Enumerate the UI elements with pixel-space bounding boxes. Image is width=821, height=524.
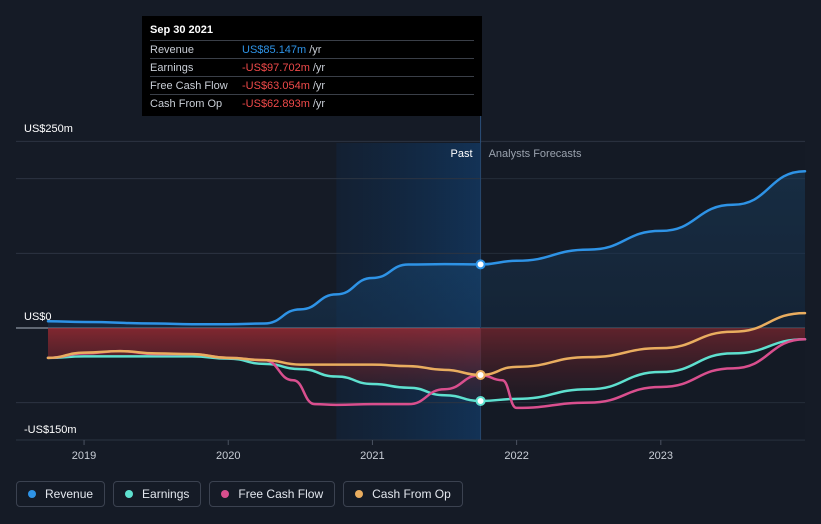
x-tick-label: 2020 (216, 450, 240, 462)
legend-label: Free Cash Flow (238, 487, 324, 501)
legend-item-earnings[interactable]: Earnings (113, 481, 202, 507)
tooltip-unit: /yr (312, 97, 326, 110)
x-tick-label: 2021 (360, 450, 384, 462)
past-label: Past (451, 148, 473, 160)
tooltip-unit: /yr (312, 61, 326, 74)
tooltip-value: -US$97.702m (242, 61, 310, 74)
marker-revenue (475, 259, 486, 270)
tooltip-label: Revenue (150, 43, 195, 56)
legend: Revenue Earnings Free Cash Flow Cash Fro… (16, 481, 463, 507)
y-axis-label: US$250m (24, 123, 73, 135)
series-line-earnings (46, 337, 807, 403)
tooltip-unit: /yr (312, 79, 326, 92)
marker-cash-from-op (475, 369, 486, 380)
tooltip-unit: /yr (309, 43, 322, 56)
tooltip-row-revenue: Revenue US$85.147m /yr (150, 40, 474, 58)
tooltip: Sep 30 2021 Revenue US$85.147m /yr Earni… (142, 16, 482, 116)
marker-earnings (475, 395, 486, 406)
legend-dot-icon (125, 490, 134, 498)
forecast-label: Analysts Forecasts (489, 148, 582, 160)
legend-item-free-cash-flow[interactable]: Free Cash Flow (209, 481, 336, 507)
legend-item-revenue[interactable]: Revenue (16, 481, 106, 507)
tooltip-label: Cash From Op (150, 97, 223, 110)
x-tick-label: 2019 (72, 450, 96, 462)
legend-dot-icon (221, 490, 230, 498)
tooltip-label: Free Cash Flow (150, 79, 228, 92)
tooltip-row-earnings: Earnings -US$97.702m /yr (150, 58, 474, 76)
revenue-area (48, 171, 805, 328)
series-line-revenue (46, 169, 807, 326)
legend-label: Earnings (142, 487, 190, 501)
x-tick-label: 2022 (504, 450, 528, 462)
tooltip-value: US$85.147m (242, 43, 307, 56)
tooltip-label: Earnings (150, 61, 194, 74)
y-axis-label: -US$150m (24, 424, 77, 436)
series-line-cash-from-op (46, 311, 807, 377)
tooltip-row-cash-from-op: Cash From Op -US$62.893m /yr (150, 94, 474, 112)
legend-item-cash-from-op[interactable]: Cash From Op (343, 481, 463, 507)
legend-dot-icon (355, 490, 364, 498)
forecast-dim-overlay (480, 143, 805, 440)
legend-dot-icon (28, 490, 36, 498)
tooltip-date: Sep 30 2021 (150, 24, 213, 36)
tooltip-value: -US$63.054m (242, 79, 310, 92)
y-axis-label: US$0 (24, 311, 52, 323)
legend-label: Revenue (45, 487, 94, 501)
tooltip-value: -US$62.893m (242, 97, 310, 110)
tooltip-row-free-cash-flow: Free Cash Flow -US$63.054m /yr (150, 76, 474, 94)
x-tick-label: 2023 (649, 450, 673, 462)
legend-label: Cash From Op (372, 487, 451, 501)
earnings-area (48, 328, 805, 401)
